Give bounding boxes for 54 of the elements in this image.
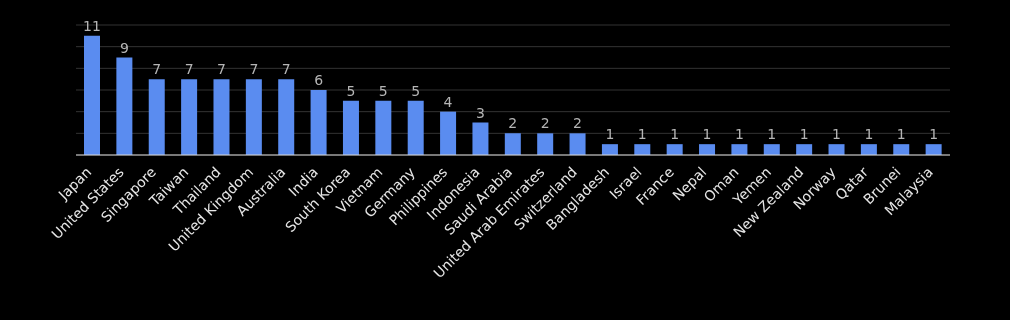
bar	[278, 79, 295, 155]
data-label: 1	[767, 126, 777, 143]
bar	[310, 90, 327, 155]
data-label: 7	[249, 61, 259, 78]
bar	[731, 144, 748, 155]
data-label: 2	[540, 115, 550, 132]
data-label: 1	[864, 126, 874, 143]
data-label: 11	[83, 17, 101, 34]
data-label: 1	[702, 126, 712, 143]
bar	[796, 144, 813, 155]
bar	[245, 79, 262, 155]
data-label: 5	[411, 82, 421, 99]
data-label: 7	[184, 61, 194, 78]
bar	[148, 79, 165, 155]
data-label: 1	[734, 126, 744, 143]
data-label: 6	[314, 72, 324, 88]
bar	[472, 122, 489, 155]
bar	[440, 111, 457, 155]
data-label: 1	[799, 126, 809, 143]
data-label: 5	[346, 82, 356, 99]
data-label: 7	[217, 61, 226, 78]
bar	[699, 144, 716, 155]
data-label: 4	[443, 93, 453, 110]
data-label: 7	[152, 61, 162, 78]
bar	[342, 100, 359, 155]
bar	[666, 144, 683, 155]
bar	[634, 144, 651, 155]
data-label: 1	[670, 126, 680, 143]
bar	[116, 57, 133, 155]
bar	[375, 100, 392, 155]
bar	[407, 100, 424, 155]
bar	[84, 35, 100, 155]
bar	[763, 144, 780, 155]
data-label: 9	[119, 39, 129, 56]
data-label: 3	[475, 104, 485, 121]
bar	[925, 144, 942, 155]
data-label: 1	[605, 126, 615, 143]
bar	[893, 144, 910, 155]
bar	[860, 144, 877, 155]
bar	[213, 79, 230, 155]
data-label: 1	[832, 126, 841, 143]
bar	[569, 133, 586, 155]
data-label: 2	[508, 115, 518, 132]
bar	[504, 133, 521, 155]
data-label: 7	[281, 61, 291, 78]
bar	[601, 144, 618, 155]
data-label: 2	[573, 115, 583, 132]
bar	[828, 144, 845, 155]
data-label: 1	[637, 126, 647, 143]
data-label: 1	[929, 126, 939, 143]
data-label: 5	[378, 82, 388, 99]
bar	[181, 79, 198, 155]
data-label: 1	[896, 126, 906, 143]
bar	[537, 133, 554, 155]
